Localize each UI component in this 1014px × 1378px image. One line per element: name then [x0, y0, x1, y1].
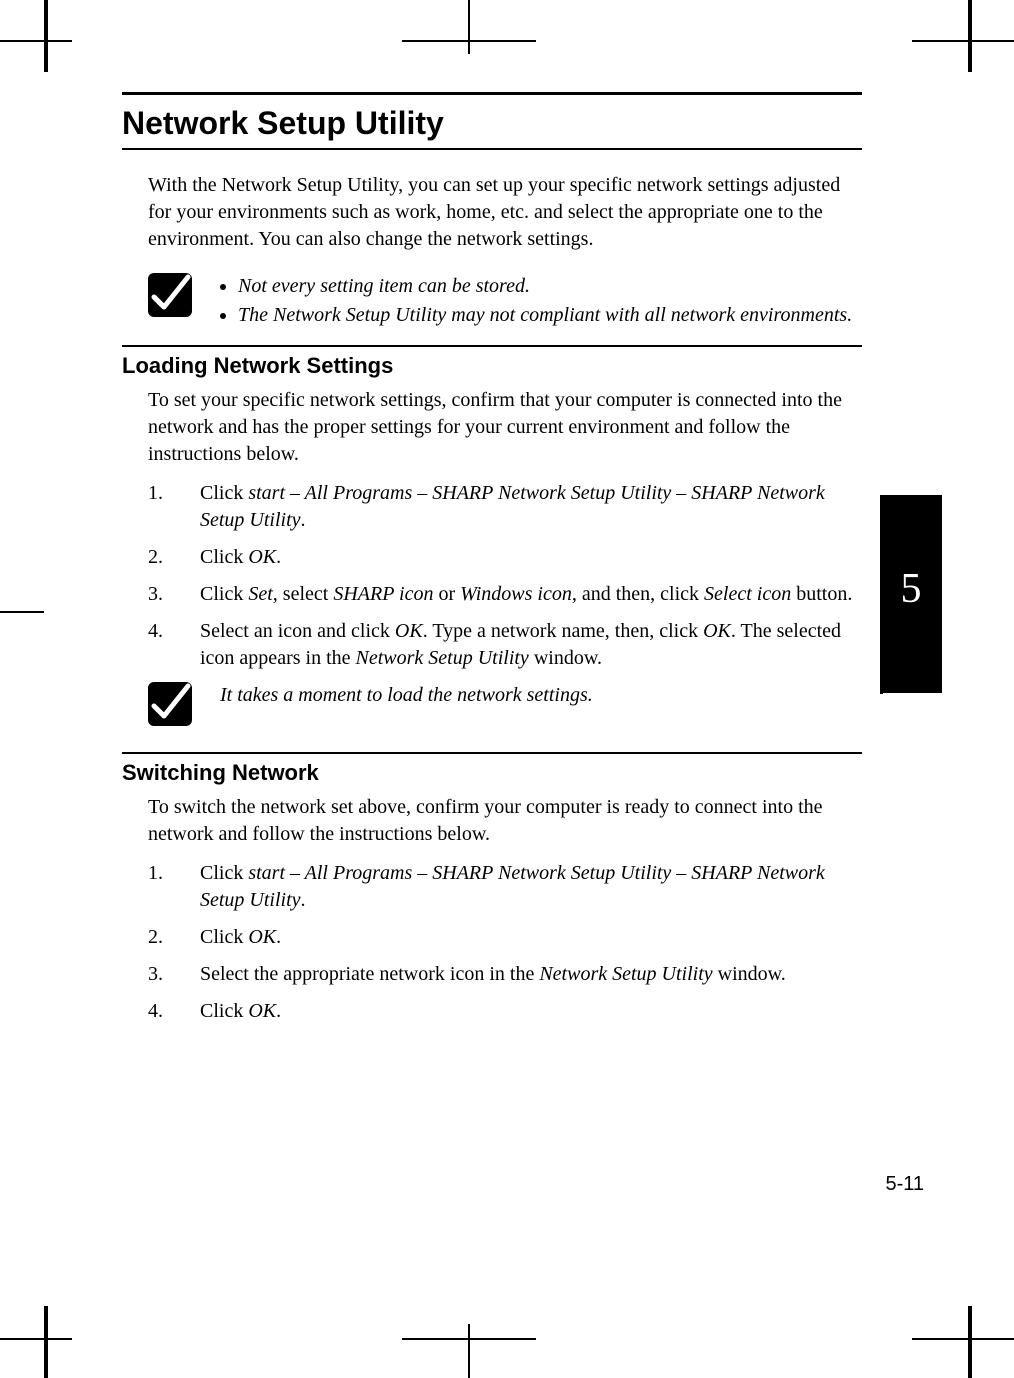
page-title: Network Setup Utility [122, 105, 862, 142]
step-emphasis: SHARP icon [333, 583, 433, 605]
crop-mark [0, 40, 72, 42]
step-item: Click OK. [148, 924, 862, 951]
page-content: Network Setup Utility With the Network S… [122, 92, 862, 1035]
note2-text: It takes a moment to load the network se… [220, 682, 593, 709]
checkmark-icon [148, 273, 192, 317]
step-item: Select the appropriate network icon in t… [148, 961, 862, 988]
crop-mark [912, 1338, 1014, 1340]
step-item: Click OK. [148, 998, 862, 1025]
crop-mark [0, 611, 44, 613]
crop-mark [402, 40, 536, 42]
crop-mark [468, 1324, 470, 1378]
section-heading-switching: Switching Network [122, 760, 862, 786]
crop-mark [402, 1338, 536, 1340]
step-emphasis: start – All Programs – SHARP Network Set… [200, 482, 825, 531]
title-rule-top [122, 92, 862, 95]
step-emphasis: start – All Programs – SHARP Network Set… [200, 862, 825, 911]
step-emphasis: OK [248, 926, 276, 948]
step-item: Click Set, select SHARP icon or Windows … [148, 581, 862, 608]
crop-mark [0, 1338, 72, 1340]
crop-mark [46, 0, 48, 72]
step-item: Select an icon and click OK. Type a netw… [148, 618, 862, 672]
crop-mark [912, 40, 1014, 42]
step-emphasis: OK [248, 546, 276, 568]
step-emphasis: OK [703, 620, 731, 642]
section-rule [122, 752, 862, 754]
intro-text: With the Network Setup Utility, you can … [148, 172, 862, 253]
step-emphasis: Network Setup Utility [539, 963, 712, 985]
step-emphasis: OK [248, 1000, 276, 1022]
section-rule [122, 345, 862, 347]
crop-mark [970, 0, 972, 72]
chapter-tab: 5 [880, 495, 942, 693]
section-heading-loading: Loading Network Settings [122, 353, 862, 379]
step-emphasis: Network Setup Utility [356, 647, 529, 669]
note-body-1: Not every setting item can be stored. Th… [220, 273, 852, 331]
note1-item: The Network Setup Utility may not compli… [238, 302, 852, 329]
page-number: 5-11 [885, 1173, 924, 1196]
steps-loading: Click start – All Programs – SHARP Netwo… [148, 480, 862, 672]
note-block-1: Not every setting item can be stored. Th… [148, 273, 862, 331]
crop-mark [46, 1306, 48, 1378]
checkmark-icon [148, 682, 192, 726]
step-emphasis: OK [395, 620, 423, 642]
note-block-2: It takes a moment to load the network se… [148, 682, 862, 726]
step-item: Click start – All Programs – SHARP Netwo… [148, 480, 862, 534]
section-body-loading: To set your specific network settings, c… [148, 387, 862, 468]
crop-mark [468, 0, 470, 54]
steps-switching: Click start – All Programs – SHARP Netwo… [148, 860, 862, 1025]
step-emphasis: Set [248, 583, 272, 605]
step-item: Click OK. [148, 544, 862, 571]
step-emphasis: Windows icon [460, 583, 572, 605]
note1-item: Not every setting item can be stored. [238, 273, 852, 300]
title-rule-bottom [122, 148, 862, 150]
crop-mark [970, 1306, 972, 1378]
step-emphasis: Select icon [704, 583, 791, 605]
section-body-switching: To switch the network set above, confirm… [148, 794, 862, 848]
step-item: Click start – All Programs – SHARP Netwo… [148, 860, 862, 914]
